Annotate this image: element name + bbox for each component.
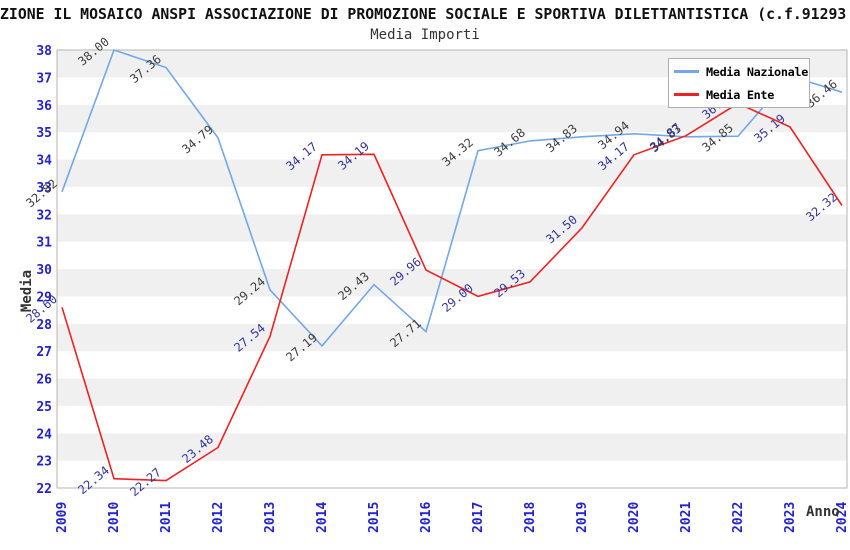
grid-band (57, 104, 847, 133)
x-axis-label: Anno (806, 504, 840, 520)
y-tick-label: 37 (36, 71, 52, 86)
x-tick-label: 2020 (627, 502, 642, 533)
x-tick-label: 2022 (731, 502, 746, 533)
chart-title: ZIONE IL MOSAICO ANSPI ASSOCIAZIONE DI P… (0, 6, 847, 23)
x-tick-label: 2011 (159, 502, 174, 533)
y-tick-label: 23 (36, 455, 52, 470)
y-tick-label: 34 (36, 154, 52, 169)
legend-item-media-ente: Media Ente (669, 88, 809, 102)
y-tick-label: 22 (36, 482, 52, 497)
y-tick-label: 38 (36, 44, 52, 59)
grid-band (57, 433, 847, 461)
y-tick-label: 36 (36, 99, 52, 114)
legend-item-media-nazionale: Media Nazionale (669, 65, 809, 79)
y-tick-label: 33 (36, 181, 52, 196)
x-tick-label: 2012 (211, 502, 226, 533)
legend-line-swatch-red (674, 93, 699, 96)
x-tick-label: 2024 (835, 502, 850, 533)
series-line-media-ente (61, 102, 843, 482)
legend-line-swatch-blue (674, 70, 699, 73)
y-tick-label: 25 (36, 400, 52, 415)
x-tick-label: 2009 (55, 502, 70, 533)
x-tick-label: 2015 (367, 502, 382, 533)
y-tick-label: 31 (36, 236, 52, 251)
chart-subtitle: Media Importi (370, 27, 480, 43)
legend-label-media-nazionale: Media Nazionale (706, 64, 809, 79)
grid-band (57, 378, 847, 406)
grid-band (57, 460, 847, 488)
grid-band (57, 186, 847, 215)
x-tick-label: 2014 (315, 502, 330, 533)
x-tick-label: 2018 (523, 502, 538, 533)
x-tick-label: 2023 (783, 502, 798, 533)
legend-label-media-ente: Media Ente (706, 87, 775, 102)
y-tick-label: 29 (36, 290, 52, 305)
y-tick-label: 27 (36, 345, 52, 360)
y-tick-label: 30 (36, 263, 52, 278)
legend: Media Nazionale Media Ente (668, 58, 810, 108)
x-tick-label: 2021 (679, 502, 694, 533)
grid-band (57, 296, 847, 324)
x-tick-label: 2013 (263, 502, 278, 533)
series-line-media-nazionale (61, 48, 843, 348)
y-tick-label: 26 (36, 373, 52, 388)
grid-band (57, 241, 847, 269)
y-tick-label: 24 (36, 427, 52, 442)
grid-band (57, 323, 847, 352)
x-tick-label: 2019 (575, 502, 590, 533)
grid-band (57, 351, 847, 379)
x-tick-label: 2016 (419, 502, 434, 533)
x-tick-label: 2017 (471, 502, 486, 533)
x-tick-label: 2010 (107, 502, 122, 533)
y-tick-label: 35 (36, 126, 52, 141)
grid-band (57, 405, 847, 434)
plot-border (56, 49, 848, 489)
y-tick-label: 28 (36, 318, 52, 333)
y-tick-label: 32 (36, 208, 52, 223)
grid-band (57, 159, 847, 187)
grid-band (57, 214, 847, 242)
